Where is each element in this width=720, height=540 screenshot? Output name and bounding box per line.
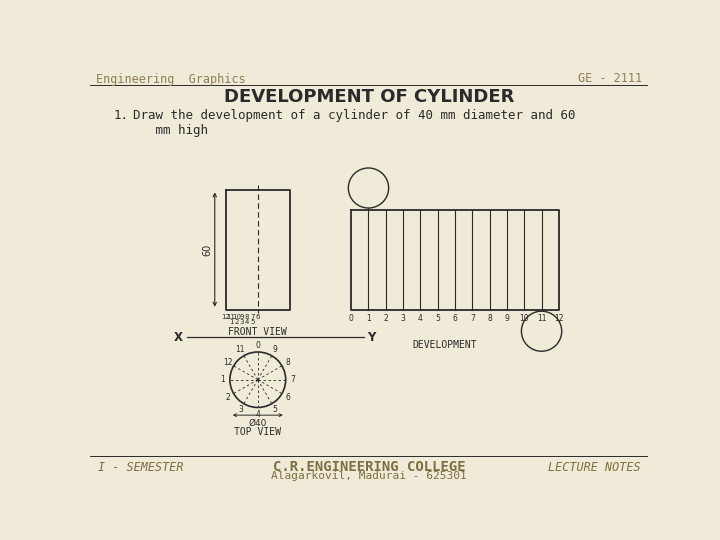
Text: 8: 8 xyxy=(245,314,249,320)
Text: 0: 0 xyxy=(256,341,260,349)
Text: Alagarkovil, Madurai - 625301: Alagarkovil, Madurai - 625301 xyxy=(271,471,467,481)
Text: Ø40: Ø40 xyxy=(248,419,267,428)
Text: X: X xyxy=(174,331,183,344)
Text: Engineering  Graphics: Engineering Graphics xyxy=(96,72,246,85)
Text: 7: 7 xyxy=(250,314,255,320)
Text: 6: 6 xyxy=(286,393,290,402)
Text: TOP VIEW: TOP VIEW xyxy=(234,427,282,437)
Text: Draw the development of a cylinder of 40 mm diameter and 60
   mm high: Draw the development of a cylinder of 40… xyxy=(132,110,575,138)
Text: DEVELOPMENT OF CYLINDER: DEVELOPMENT OF CYLINDER xyxy=(224,88,514,106)
Text: 8: 8 xyxy=(286,358,290,367)
Text: 11: 11 xyxy=(537,314,546,323)
Text: FRONT VIEW: FRONT VIEW xyxy=(228,327,287,336)
Text: 10: 10 xyxy=(232,314,241,320)
Text: 7: 7 xyxy=(290,375,295,384)
Text: 12: 12 xyxy=(221,314,230,320)
Text: 4: 4 xyxy=(245,319,249,325)
Text: 10: 10 xyxy=(519,314,529,323)
Text: 1: 1 xyxy=(366,314,371,323)
Text: GE - 2111: GE - 2111 xyxy=(577,72,642,85)
Text: 2: 2 xyxy=(234,319,238,325)
Text: LECTURE NOTES: LECTURE NOTES xyxy=(548,461,640,474)
Text: 5: 5 xyxy=(436,314,440,323)
Text: 2: 2 xyxy=(384,314,388,323)
Text: 5: 5 xyxy=(273,405,278,414)
Text: 0: 0 xyxy=(348,314,354,323)
Text: 6: 6 xyxy=(453,314,457,323)
Text: 9: 9 xyxy=(273,345,278,354)
Text: 6: 6 xyxy=(256,314,260,320)
Text: 9: 9 xyxy=(240,314,244,320)
Text: 1: 1 xyxy=(229,319,233,325)
Text: 3: 3 xyxy=(240,319,244,325)
Text: 11: 11 xyxy=(227,314,235,320)
Text: 2: 2 xyxy=(225,393,230,402)
Text: 4: 4 xyxy=(256,410,260,419)
Text: 3: 3 xyxy=(400,314,405,323)
Text: 12: 12 xyxy=(554,314,564,323)
Text: 7: 7 xyxy=(470,314,474,323)
Text: 5: 5 xyxy=(251,319,255,325)
Text: 4: 4 xyxy=(418,314,423,323)
Text: Y: Y xyxy=(366,331,375,344)
Text: 9: 9 xyxy=(505,314,509,323)
Text: 8: 8 xyxy=(487,314,492,323)
Text: 60: 60 xyxy=(202,244,212,256)
Text: 1.: 1. xyxy=(113,110,128,123)
Text: 12: 12 xyxy=(222,358,233,367)
Text: 1: 1 xyxy=(220,375,225,384)
Text: 11: 11 xyxy=(235,345,245,354)
Text: I - SEMESTER: I - SEMESTER xyxy=(98,461,184,474)
Text: 3: 3 xyxy=(238,405,243,414)
Text: DEVELOPMENT: DEVELOPMENT xyxy=(413,340,477,350)
Text: C.R.ENGINEERING COLLEGE: C.R.ENGINEERING COLLEGE xyxy=(273,460,465,474)
